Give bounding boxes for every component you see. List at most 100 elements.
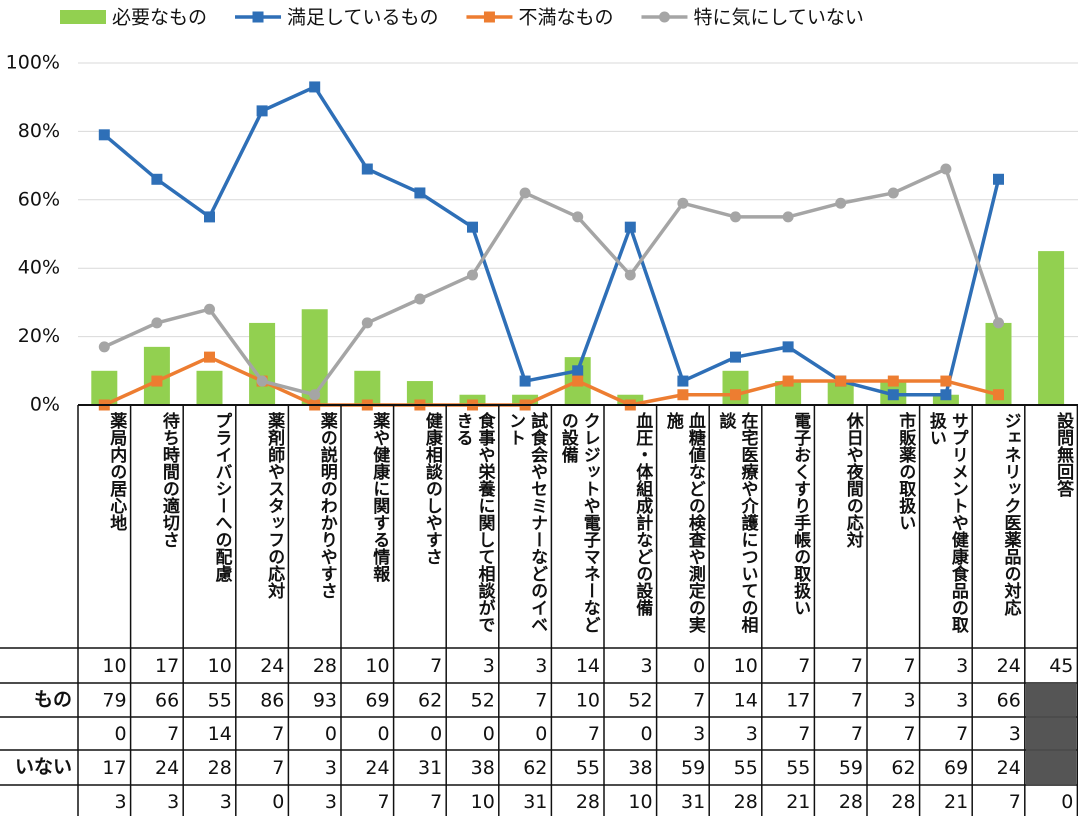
category-label: 設問無回答 — [1053, 412, 1074, 497]
marker — [204, 211, 215, 223]
marker — [624, 269, 636, 281]
marker — [730, 351, 741, 363]
table-cell: 3 — [641, 655, 653, 677]
legend-marker — [252, 11, 264, 23]
marker — [572, 211, 584, 223]
table-cell: 52 — [628, 690, 652, 712]
table-cell: 93 — [313, 690, 337, 712]
table-cell: 38 — [471, 757, 495, 779]
y-tick-label: 60% — [18, 188, 60, 210]
marker — [467, 221, 478, 233]
table-cell: 7 — [378, 791, 390, 813]
legend-marker — [483, 11, 495, 23]
table-cell: 62 — [523, 757, 547, 779]
table-cell: 7 — [851, 723, 863, 745]
marker — [887, 187, 899, 199]
table-cell: 55 — [734, 757, 758, 779]
table-cell: 10 — [471, 791, 495, 813]
category-label: 薬や健康に関する情報 — [369, 412, 390, 582]
table-cell: 38 — [628, 757, 652, 779]
category-label: プライバシーへの配慮 — [211, 412, 232, 582]
category-label: 在宅医療や介護についての相談 — [715, 412, 758, 633]
table-cell: 0 — [325, 723, 337, 745]
table-cell: 28 — [313, 655, 337, 677]
table-cell: 55 — [786, 757, 810, 779]
table-cell: 7 — [430, 791, 442, 813]
bar — [354, 370, 381, 405]
table-cell: 24 — [260, 655, 284, 677]
table-cell: 7 — [798, 655, 810, 677]
table-cell: 24 — [155, 757, 179, 779]
table-cell: 3 — [693, 723, 705, 745]
table-cell: 7 — [535, 690, 547, 712]
marker — [151, 317, 163, 329]
table-cell: 24 — [997, 757, 1021, 779]
marker — [151, 173, 163, 185]
table-cell: 55 — [208, 690, 232, 712]
y-tick-label: 20% — [18, 325, 60, 347]
category-label: 休日や夜間の応対 — [842, 412, 863, 548]
marker — [993, 317, 1004, 329]
table-cell: 7 — [956, 723, 968, 745]
table-cell: 10 — [102, 655, 126, 677]
table-cell: 0 — [693, 655, 705, 677]
marker — [677, 389, 689, 401]
marker — [256, 105, 268, 117]
table-cell: 79 — [102, 690, 126, 712]
table-cell: 3 — [746, 723, 758, 745]
table-cell: 62 — [418, 690, 442, 712]
legend-label: 不満なもの — [518, 7, 613, 29]
table-cell: 7 — [851, 690, 863, 712]
blank-cell — [1025, 684, 1077, 716]
table-cell: 3 — [956, 655, 968, 677]
marker — [782, 375, 794, 387]
table-cell: 0 — [483, 723, 495, 745]
category-label: 血糖値などの検査や測定の実施 — [662, 412, 705, 633]
table-cell: 0 — [1061, 791, 1073, 813]
marker — [940, 163, 952, 175]
table-cell: 59 — [681, 757, 705, 779]
table-cell: 69 — [944, 757, 968, 779]
table-cell: 7 — [798, 723, 810, 745]
bar — [1038, 251, 1065, 405]
legend-label: 特に気にしていない — [693, 7, 863, 29]
table-cell: 14 — [734, 690, 758, 712]
table-cell: 52 — [471, 690, 495, 712]
marker — [940, 375, 952, 387]
category-label: 血圧・体組成計などの設備 — [632, 412, 653, 616]
table-cell: 28 — [734, 791, 758, 813]
table-cell: 3 — [1009, 723, 1021, 745]
category-label: 食事や栄養に関して相談ができる — [452, 412, 495, 633]
row-label: もの — [34, 689, 72, 711]
table-cell: 17 — [102, 757, 126, 779]
category-label: クレジットや電子マネーなどの設備 — [557, 412, 600, 633]
marker — [98, 341, 110, 353]
table-cell: 10 — [208, 655, 232, 677]
table-cell: 86 — [260, 690, 284, 712]
category-label: ジェネリック医薬品の対応 — [1000, 412, 1021, 616]
table-cell: 69 — [365, 690, 389, 712]
marker — [519, 375, 531, 387]
table-cell: 10 — [628, 791, 652, 813]
marker — [309, 389, 321, 401]
table-cell: 3 — [956, 690, 968, 712]
marker — [677, 197, 689, 209]
table-cell: 0 — [272, 791, 284, 813]
line — [103, 84, 1001, 397]
bar — [301, 309, 328, 405]
category-label: 薬剤師やスタッフの応対 — [264, 412, 285, 599]
marker — [887, 375, 899, 387]
table-cell: 31 — [418, 757, 442, 779]
table-cell: 24 — [365, 757, 389, 779]
table-cell: 7 — [851, 655, 863, 677]
table-cell: 10 — [734, 655, 758, 677]
legend-label: 必要なもの — [112, 7, 207, 29]
marker — [730, 389, 741, 401]
table-cell: 3 — [535, 655, 547, 677]
table-cell: 31 — [523, 791, 547, 813]
table-cell: 31 — [681, 791, 705, 813]
table-cell: 55 — [576, 757, 600, 779]
table-cell: 3 — [325, 791, 337, 813]
marker — [940, 389, 952, 401]
